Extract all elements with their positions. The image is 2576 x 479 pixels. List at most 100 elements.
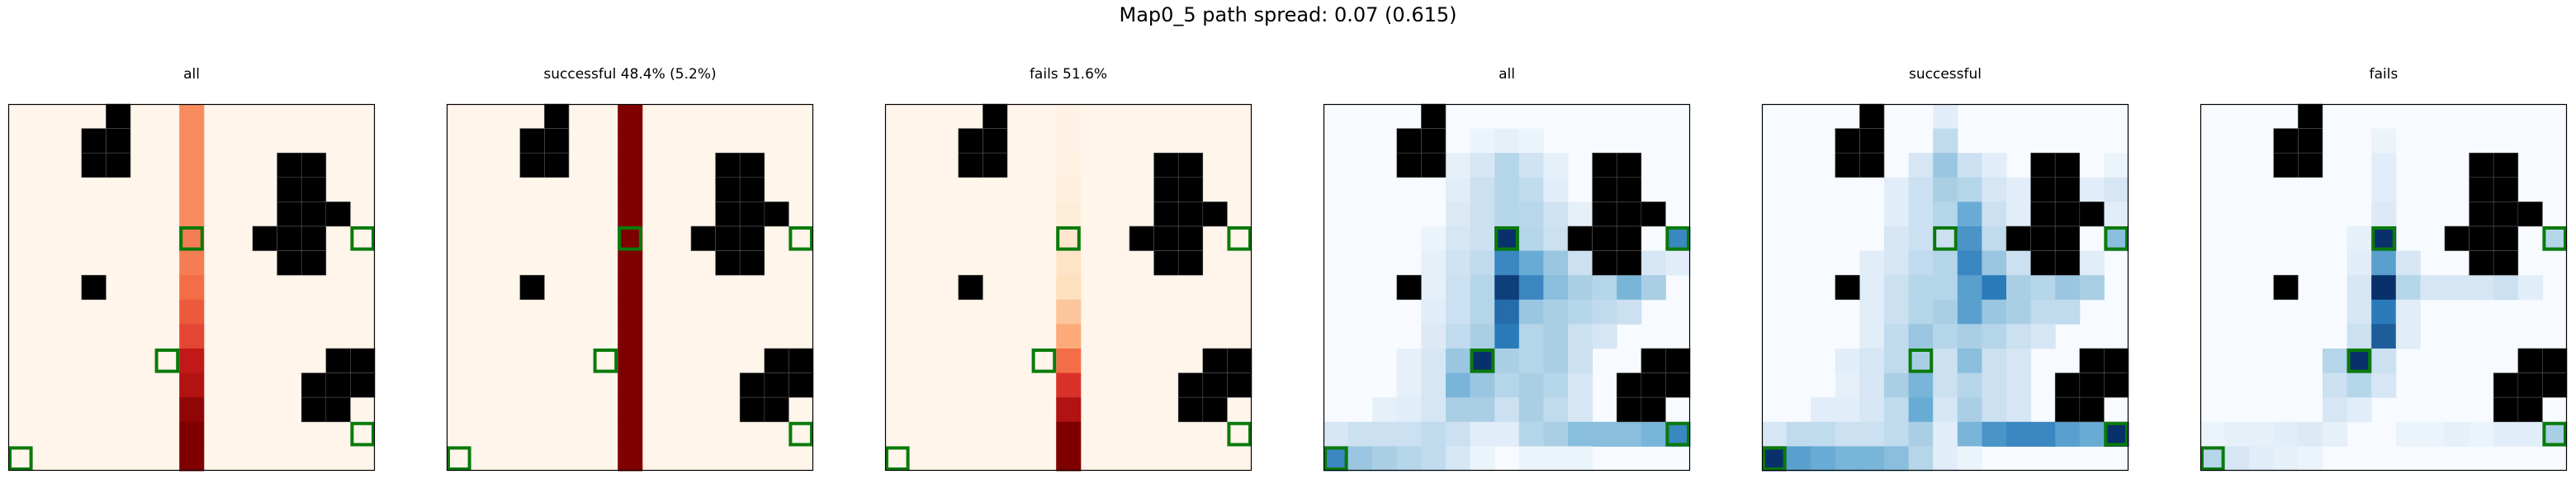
heat-cell (1617, 421, 1642, 447)
heat-cell (1056, 275, 1082, 301)
heat-cell (1884, 250, 1910, 276)
heat-cell (2371, 299, 2397, 325)
obstacle-cell (739, 396, 765, 423)
heat-cell (1933, 299, 1958, 325)
obstacle-cell (1641, 396, 1666, 423)
heat-cell (2346, 324, 2372, 349)
heat-cell (618, 104, 643, 130)
goal-marker (2104, 226, 2129, 251)
obstacle-cell (2493, 396, 2519, 423)
heat-cell (2395, 421, 2421, 447)
heat-cell (1446, 397, 1471, 423)
obstacle-cell (2104, 372, 2129, 398)
heat-cell (1884, 349, 1910, 374)
obstacle-cell (1177, 396, 1204, 423)
heat-cell (1347, 421, 1373, 447)
obstacle-cell (81, 152, 107, 178)
obstacle-cell (2469, 202, 2494, 227)
heat-cell (1056, 324, 1082, 349)
obstacle-cell (690, 225, 716, 251)
obstacle-cell (983, 103, 1008, 129)
heat-cell (1446, 446, 1471, 472)
obstacle-cell (739, 250, 765, 276)
obstacle-cell (2517, 202, 2543, 227)
obstacle-cell (544, 103, 570, 129)
heat-cell (1908, 202, 1934, 227)
heat-cell (2346, 250, 2372, 276)
heat-cell (1568, 299, 1593, 325)
heat-cell (1446, 250, 1471, 276)
heat-cell (2445, 421, 2470, 447)
heat-cell (1446, 349, 1471, 374)
heat-cell (179, 397, 205, 423)
heat-cell (1957, 299, 1982, 325)
goal-marker (2200, 446, 2225, 471)
obstacle-cell (2469, 250, 2494, 276)
heat-cell (1396, 446, 1422, 472)
obstacle-cell (983, 128, 1008, 154)
obstacle-cell (1177, 152, 1204, 178)
obstacle-cell (1567, 225, 1593, 251)
heat-cell (179, 128, 205, 154)
obstacle-cell (544, 152, 570, 178)
heat-cell (1982, 275, 2007, 301)
heat-cell (618, 299, 643, 325)
heat-cell (1982, 397, 2007, 423)
obstacle-cell (1153, 250, 1179, 276)
heat-cell (1835, 421, 1860, 447)
obstacle-cell (1202, 202, 1228, 227)
heat-cell (179, 202, 205, 227)
obstacle-cell (1859, 128, 1885, 154)
obstacle-cell (252, 225, 277, 251)
obstacle-cell (301, 250, 327, 276)
heat-cell (1494, 324, 1520, 349)
panel-title-6: fails (2369, 66, 2398, 83)
obstacle-cell (1177, 202, 1204, 227)
heat-cell (2249, 421, 2275, 447)
obstacle-cell (2054, 250, 2081, 276)
heat-cell (1957, 397, 1982, 423)
heat-cell (2006, 349, 2032, 374)
goal-marker (350, 226, 375, 251)
obstacle-cell (1592, 202, 1617, 227)
obstacle-cell (1665, 348, 1691, 373)
heat-cell (1665, 250, 1691, 276)
obstacle-cell (301, 177, 327, 202)
heat-cell (179, 349, 205, 374)
obstacle-cell (1202, 396, 1228, 423)
heat-cell (1568, 202, 1593, 227)
obstacle-cell (2273, 274, 2299, 301)
goal-marker (1665, 226, 1690, 251)
obstacle-cell (81, 274, 107, 301)
heat-cell (1446, 372, 1471, 398)
heat-cell (1811, 421, 1836, 447)
heat-cell (2493, 421, 2519, 447)
heat-cell (1617, 299, 1642, 325)
heat-cell (1494, 128, 1520, 154)
heat-cell (1518, 421, 1544, 447)
goal-marker (1031, 349, 1057, 373)
obstacle-cell (1616, 202, 1642, 227)
heat-cell (2006, 275, 2032, 301)
obstacle-cell (764, 396, 789, 423)
obstacle-cell (2444, 225, 2469, 251)
heat-cell (2346, 397, 2372, 423)
heat-cell (1835, 349, 1860, 374)
heat-cell (1056, 226, 1082, 252)
heat-cell (2104, 177, 2129, 202)
obstacle-cell (2517, 372, 2543, 398)
heat-cell (1421, 324, 1447, 349)
obstacle-cell (2054, 372, 2081, 398)
goal-marker (8, 446, 33, 471)
heat-cell (1494, 421, 1520, 447)
heat-cell (2079, 177, 2105, 202)
heat-cell (1933, 397, 1958, 423)
heat-cell (1933, 153, 1958, 178)
heat-cell (1518, 128, 1544, 154)
obstacle-cell (2493, 250, 2519, 276)
heat-cell (1056, 446, 1082, 472)
heat-cell (2006, 421, 2032, 447)
heat-cell (618, 250, 643, 276)
goal-marker (1762, 446, 1787, 471)
panel-title-3: fails 51.6% (1029, 66, 1108, 83)
